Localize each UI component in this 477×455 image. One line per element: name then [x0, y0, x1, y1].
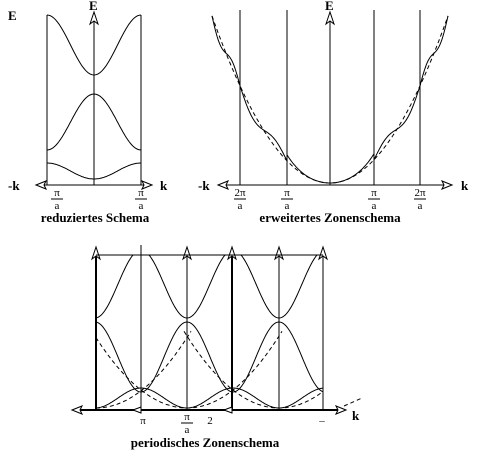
k-label: k	[352, 408, 360, 423]
band	[211, 15, 241, 86]
caption: erweitertes Zonenschema	[259, 210, 401, 225]
k-label: k	[160, 178, 168, 193]
tick-denominator: a	[185, 424, 190, 436]
free-electron	[96, 331, 192, 409]
tick-label: 2	[207, 415, 213, 427]
axis-continuation	[343, 397, 363, 407]
k-label: k	[461, 178, 469, 193]
band	[239, 85, 288, 162]
tick-label: –	[318, 415, 325, 427]
e-axis-label: E	[89, 0, 98, 13]
tick-numerator: π	[54, 187, 60, 199]
tick-numerator: π	[284, 187, 290, 199]
band	[373, 85, 421, 161]
tick-denominator: a	[139, 200, 144, 212]
band	[95, 387, 324, 409]
axis-marker	[131, 406, 142, 414]
tick-numerator: 2π	[414, 187, 426, 199]
band	[95, 321, 324, 393]
band	[46, 14, 142, 76]
caption: periodisches Zonenschema	[131, 435, 280, 450]
neg-k-label: -k	[8, 178, 20, 193]
extended-scheme: E -k k erweitertes Zonenschema 2πaπaπa2π…	[198, 0, 469, 225]
neg-k-label: -k	[198, 178, 210, 193]
tick-numerator: π	[371, 187, 377, 199]
tick-denominator: a	[285, 200, 290, 212]
arrow-head	[70, 405, 84, 415]
periodic-scheme: k periodisches Zonenschema π πa2–	[70, 245, 363, 450]
arrow-head	[440, 180, 454, 190]
tick-label: π	[140, 415, 146, 427]
band	[419, 15, 449, 86]
arrow-head	[89, 10, 99, 26]
arrow-head	[334, 405, 348, 415]
band	[46, 93, 142, 151]
arrow-head	[216, 180, 230, 190]
e-axis-label: E	[325, 0, 334, 13]
tick-denominator: a	[238, 200, 243, 212]
caption: reduziertes Schema	[41, 210, 150, 225]
free-electron	[183, 331, 324, 409]
tick-numerator: 2π	[234, 187, 246, 199]
band	[286, 153, 375, 184]
arrow-head	[140, 180, 154, 190]
e-label: E	[8, 8, 17, 23]
free-electron	[95, 331, 283, 409]
tick-numerator: π	[138, 187, 144, 199]
tick-numerator: π	[184, 411, 190, 423]
band	[47, 162, 141, 180]
band	[95, 254, 323, 319]
tick-denominator: a	[55, 200, 60, 212]
arrow-head	[325, 10, 335, 26]
tick-denominator: a	[418, 200, 423, 212]
axis-marker	[222, 406, 233, 414]
arrow-head	[34, 180, 48, 190]
tick-denominator: a	[372, 200, 377, 212]
